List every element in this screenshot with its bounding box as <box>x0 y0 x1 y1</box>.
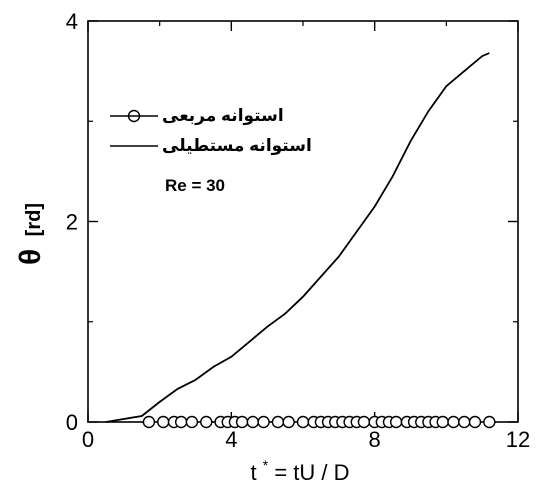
y-axis-label: θ [rd] <box>14 203 47 265</box>
series-square-cylinder <box>142 415 496 429</box>
data-point-square-cylinder <box>257 415 270 429</box>
legend-label-rect: استوانه مستطیلی <box>162 136 312 156</box>
reynolds-annotation: Re = 30 <box>165 176 225 195</box>
data-point-square-cylinder <box>483 415 496 429</box>
data-point-square-cylinder <box>157 415 170 429</box>
y-axis-label-unit: [rd] <box>23 203 45 236</box>
y-tick-label: 0 <box>66 410 78 435</box>
legend-entry-square: استوانه مربعی <box>110 106 284 126</box>
data-point-square-cylinder <box>468 415 482 429</box>
axis-tick-labels: 0 4 8 12 0 2 4 <box>66 9 530 452</box>
legend-label-square: استوانه مربعی <box>162 106 284 126</box>
legend: استوانه مربعی استوانه مستطیلی <box>110 106 312 156</box>
x-tick-label: 4 <box>225 427 237 452</box>
series-line-rect-cylinder <box>105 52 490 423</box>
x-axis-label-prefix: t <box>250 460 256 485</box>
data-point-square-cylinder <box>436 415 449 429</box>
series-layer <box>105 52 496 429</box>
x-tick-label: 8 <box>369 427 381 452</box>
y-axis-label-symbol: θ <box>14 249 47 265</box>
x-axis-label-rest: = tU / D <box>274 460 349 485</box>
legend-marker-circle <box>127 109 141 123</box>
x-axis-label: t * = tU / D <box>250 450 349 485</box>
y-tick-label: 2 <box>66 210 78 235</box>
data-point-square-cylinder <box>142 415 156 429</box>
y-axis-label-text: θ [rd] <box>14 203 47 265</box>
data-point-square-cylinder <box>174 415 188 429</box>
x-tick-label: 0 <box>82 427 94 452</box>
data-point-square-cylinder <box>447 415 460 429</box>
x-axis-label-superscript: * <box>263 457 269 473</box>
y-tick-label: 4 <box>66 9 78 34</box>
legend-entry-rect: استوانه مستطیلی <box>110 136 312 156</box>
data-point-square-cylinder <box>185 415 199 429</box>
data-point-square-cylinder <box>235 415 249 429</box>
x-tick-label: 12 <box>506 427 530 452</box>
data-point-square-cylinder <box>357 415 371 429</box>
data-point-square-cylinder <box>282 415 295 429</box>
data-point-square-cylinder <box>389 415 403 429</box>
data-point-square-cylinder <box>296 415 310 429</box>
data-point-square-cylinder <box>271 415 285 429</box>
data-point-square-cylinder <box>458 415 471 429</box>
data-point-square-cylinder <box>200 415 213 429</box>
data-point-square-cylinder <box>246 415 260 429</box>
